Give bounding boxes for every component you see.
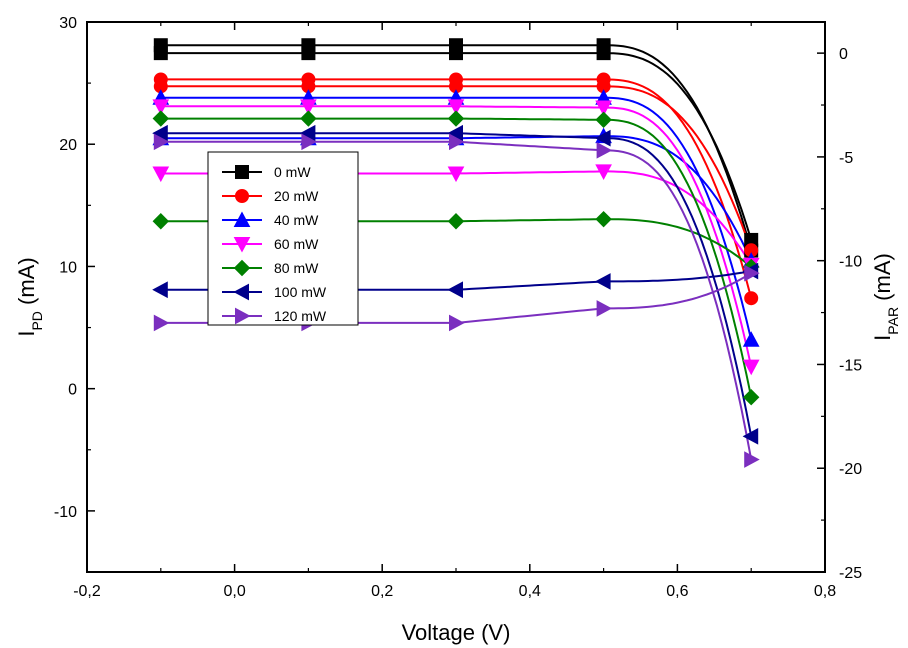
legend-marker	[233, 259, 251, 277]
par-marker	[152, 281, 168, 299]
par-marker	[595, 164, 612, 180]
legend-label: 100 mW	[274, 284, 327, 300]
legend-label: 120 mW	[274, 308, 327, 324]
pd-marker	[744, 291, 759, 306]
x-tick-label: 0,2	[371, 583, 393, 600]
x-tick-label: 0,8	[814, 583, 836, 600]
y-right-tick-label: -20	[839, 461, 862, 478]
legend-marker	[235, 307, 251, 325]
par-marker	[447, 281, 463, 299]
y-right-axis-title: IPAR (mA)	[870, 253, 901, 341]
par-marker	[447, 213, 465, 230]
pd-marker	[153, 133, 170, 151]
legend-label: 40 mW	[274, 212, 319, 228]
pd-marker	[596, 141, 613, 159]
y-left-axis-title-unit: (mA)	[14, 257, 39, 311]
par-marker	[744, 264, 760, 282]
legend-label: 20 mW	[274, 188, 319, 204]
par-marker	[596, 46, 611, 61]
y-right-tick-label: -25	[839, 565, 862, 582]
par-marker	[152, 213, 170, 230]
legend-marker	[233, 283, 249, 301]
pd-marker	[595, 111, 612, 128]
pd-marker	[742, 359, 760, 376]
par-marker	[449, 314, 465, 332]
par-marker	[596, 300, 613, 317]
y-left-axis-title-sub: PD	[29, 311, 45, 330]
legend-marker	[235, 165, 249, 179]
y-left-tick-label: 10	[59, 259, 77, 276]
legend-label: 80 mW	[274, 260, 319, 276]
y-left-axis-title-main: I	[14, 331, 39, 337]
par-marker	[153, 314, 170, 332]
pd-marker	[300, 110, 317, 127]
y-right-tick-label: -5	[839, 150, 853, 167]
y-right-axis-title-sub: PAR	[885, 307, 901, 335]
x-tick-label: -0,2	[73, 583, 101, 600]
y-right-tick-label: -10	[839, 254, 862, 271]
pd-marker	[742, 427, 759, 445]
legend-marker	[233, 211, 251, 227]
y-right-tick-label: -15	[839, 357, 862, 374]
par-marker	[449, 46, 463, 61]
pd-marker	[447, 99, 465, 115]
y-left-tick-label: 20	[59, 137, 77, 154]
y-right-tick-label: 0	[839, 46, 848, 63]
pd-marker	[595, 100, 612, 117]
par-marker	[152, 166, 170, 183]
pd-marker	[301, 133, 317, 151]
axis-ticks: -0,2 0,0 0,2 0,4 0,6 0,8 -10 0 10 20 30 0 -5 -10 -15 -2…	[54, 15, 862, 600]
legend: 0 mW 20 mW 40 mW 60 mW 80 mW 100 mW 120 mW	[207, 151, 359, 326]
pd-marker	[744, 451, 760, 468]
y-left-tick-label: -10	[54, 504, 77, 521]
pd-marker	[742, 389, 760, 406]
pd-marker	[300, 99, 317, 115]
pd-marker	[447, 110, 465, 127]
pd-marker	[742, 331, 760, 347]
pd-marker	[152, 110, 170, 127]
legend-marker	[233, 237, 251, 253]
legend-label: 0 mW	[274, 164, 311, 180]
par-marker	[595, 273, 611, 290]
y-left-axis-title: IPD (mA)	[14, 257, 45, 336]
y-left-tick-label: 30	[59, 15, 77, 32]
legend-box	[207, 151, 359, 326]
par-marker	[595, 210, 612, 228]
data-markers	[152, 38, 760, 468]
x-tick-label: 0,6	[666, 583, 688, 600]
legend-marker	[235, 189, 249, 203]
par-marker	[301, 46, 316, 61]
y-right-axis-title-main: I	[870, 335, 895, 341]
pd-marker	[449, 133, 465, 151]
y-left-tick-label: 0	[68, 382, 77, 399]
y-right-axis-title-unit: (mA)	[870, 253, 895, 307]
x-tick-label: 0,0	[223, 583, 245, 600]
pd-marker	[595, 129, 611, 147]
par-marker	[153, 46, 168, 61]
legend-label: 60 mW	[274, 236, 319, 252]
x-axis-title: Voltage (V)	[402, 620, 511, 645]
x-tick-label: 0,4	[519, 583, 541, 600]
par-marker	[447, 166, 465, 183]
pd-marker	[152, 99, 170, 115]
